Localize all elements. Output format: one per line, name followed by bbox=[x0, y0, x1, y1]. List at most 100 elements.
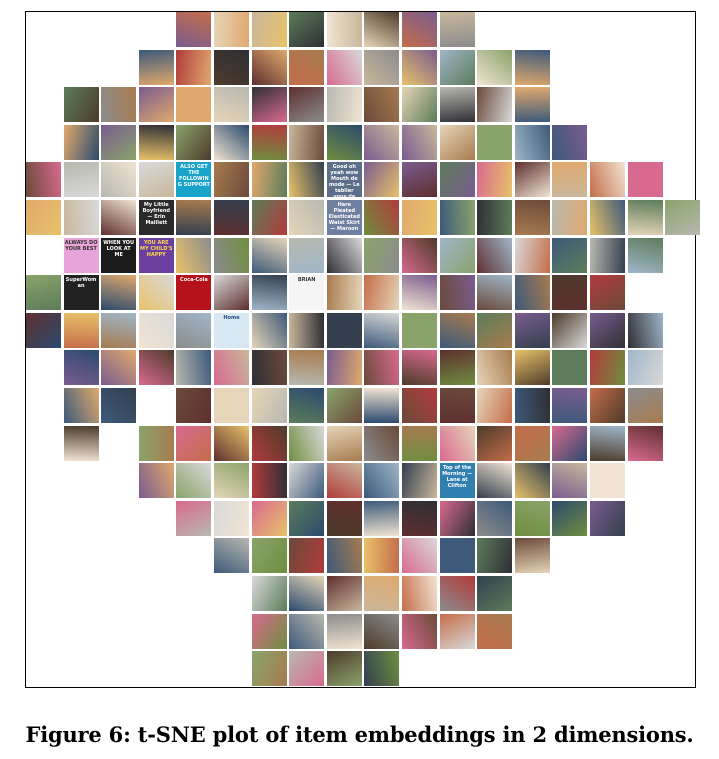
embedding-thumbnail bbox=[439, 312, 475, 348]
embedding-thumbnail bbox=[326, 12, 362, 47]
embedding-thumbnail bbox=[138, 425, 174, 461]
embedding-thumbnail bbox=[514, 49, 550, 85]
embedding-thumbnail bbox=[289, 162, 325, 198]
embedding-thumbnail bbox=[514, 350, 550, 386]
embedding-thumbnail bbox=[251, 237, 287, 273]
embedding-thumbnail bbox=[402, 425, 437, 461]
thumbnail-text: YOU ARE MY CHILD'S HAPPY bbox=[140, 239, 173, 258]
embedding-thumbnail bbox=[176, 200, 212, 235]
embedding-thumbnail bbox=[364, 312, 400, 348]
embedding-thumbnail bbox=[402, 12, 437, 47]
embedding-thumbnail bbox=[477, 388, 513, 423]
embedding-thumbnail bbox=[364, 425, 400, 461]
embedding-thumbnail bbox=[251, 350, 287, 386]
embedding-thumbnail bbox=[176, 237, 212, 273]
embedding-thumbnail bbox=[214, 162, 249, 198]
thumbnail-text: Good oh yeah wow Mouth de mode — Le tabl… bbox=[328, 164, 360, 198]
embedding-thumbnail bbox=[214, 275, 249, 311]
embedding-thumbnail bbox=[176, 87, 212, 123]
thumbnail-text: Coca-Cola bbox=[180, 277, 208, 284]
thumbnail-text: ALSO GET THE FOLLOWING SUPPORT bbox=[177, 164, 210, 189]
embedding-thumbnail: SuperWoman bbox=[63, 275, 99, 311]
embedding-thumbnail bbox=[326, 500, 362, 536]
embedding-thumbnail bbox=[552, 350, 588, 386]
embedding-thumbnail bbox=[514, 200, 550, 235]
embedding-thumbnail bbox=[176, 49, 212, 85]
embedding-thumbnail bbox=[326, 275, 362, 311]
embedding-thumbnail bbox=[439, 12, 475, 47]
embedding-thumbnail bbox=[326, 237, 362, 273]
embedding-thumbnail bbox=[590, 388, 625, 423]
embedding-thumbnail: Top of the Morning — Lane at Clifton bbox=[439, 463, 475, 499]
embedding-thumbnail bbox=[364, 388, 400, 423]
embedding-thumbnail bbox=[439, 237, 475, 273]
embedding-thumbnail bbox=[439, 162, 475, 198]
embedding-thumbnail bbox=[590, 237, 625, 273]
embedding-thumbnail bbox=[214, 49, 249, 85]
embedding-thumbnail bbox=[552, 237, 588, 273]
embedding-thumbnail: Coca-Cola bbox=[176, 275, 212, 311]
embedding-thumbnail bbox=[251, 500, 287, 536]
embedding-thumbnail bbox=[364, 162, 400, 198]
embedding-thumbnail bbox=[63, 200, 99, 235]
embedding-thumbnail: Hare Pleated Elasticated Waist Skirt — M… bbox=[326, 200, 362, 235]
embedding-thumbnail bbox=[251, 49, 287, 85]
thumbnail-text: WHEN YOU LOOK AT ME bbox=[103, 239, 135, 258]
embedding-thumbnail bbox=[402, 576, 437, 611]
embedding-thumbnail bbox=[439, 87, 475, 123]
embedding-thumbnail bbox=[402, 87, 437, 123]
embedding-thumbnail bbox=[590, 463, 625, 499]
embedding-thumbnail bbox=[364, 87, 400, 123]
embedding-thumbnail bbox=[627, 162, 663, 198]
embedding-thumbnail bbox=[514, 312, 550, 348]
embedding-thumbnail bbox=[176, 312, 212, 348]
embedding-thumbnail bbox=[477, 49, 513, 85]
embedding-thumbnail bbox=[101, 87, 137, 123]
embedding-thumbnail bbox=[402, 613, 437, 649]
embedding-thumbnail bbox=[138, 124, 174, 160]
embedding-thumbnail bbox=[289, 49, 325, 85]
embedding-thumbnail bbox=[176, 425, 212, 461]
embedding-thumbnail bbox=[101, 162, 137, 198]
embedding-thumbnail bbox=[364, 200, 400, 235]
embedding-thumbnail bbox=[477, 576, 513, 611]
embedding-thumbnail bbox=[439, 388, 475, 423]
embedding-thumbnail bbox=[552, 312, 588, 348]
embedding-thumbnail bbox=[289, 124, 325, 160]
embedding-thumbnail bbox=[439, 425, 475, 461]
embedding-thumbnail bbox=[214, 388, 249, 423]
embedding-thumbnail bbox=[477, 124, 513, 160]
embedding-thumbnail bbox=[477, 350, 513, 386]
embedding-thumbnail bbox=[402, 538, 437, 574]
embedding-thumbnail bbox=[439, 613, 475, 649]
embedding-thumbnail bbox=[326, 350, 362, 386]
embedding-thumbnail bbox=[326, 576, 362, 611]
embedding-thumbnail bbox=[627, 237, 663, 273]
embedding-thumbnail bbox=[627, 425, 663, 461]
embedding-thumbnail bbox=[251, 425, 287, 461]
embedding-thumbnail bbox=[251, 463, 287, 499]
embedding-thumbnail bbox=[552, 463, 588, 499]
embedding-thumbnail bbox=[514, 500, 550, 536]
embedding-thumbnail bbox=[364, 49, 400, 85]
embedding-thumbnail bbox=[326, 538, 362, 574]
embedding-thumbnail bbox=[439, 576, 475, 611]
embedding-thumbnail bbox=[63, 124, 99, 160]
embedding-thumbnail bbox=[477, 237, 513, 273]
embedding-thumbnail bbox=[289, 237, 325, 273]
embedding-thumbnail bbox=[552, 425, 588, 461]
embedding-thumbnail bbox=[138, 49, 174, 85]
thumbnail-text: Top of the Morning — Lane at Clifton bbox=[442, 465, 473, 490]
embedding-thumbnail bbox=[477, 500, 513, 536]
embedding-thumbnail bbox=[63, 312, 99, 348]
embedding-thumbnail bbox=[289, 538, 325, 574]
embedding-thumbnail bbox=[26, 275, 61, 311]
embedding-thumbnail: Good oh yeah wow Mouth de mode — Le tabl… bbox=[326, 162, 362, 198]
embedding-thumbnail bbox=[590, 350, 625, 386]
embedding-thumbnail bbox=[514, 425, 550, 461]
embedding-thumbnail bbox=[63, 425, 99, 461]
embedding-thumbnail bbox=[214, 350, 249, 386]
embedding-thumbnail bbox=[552, 162, 588, 198]
embedding-thumbnail bbox=[402, 275, 437, 311]
embedding-thumbnail bbox=[364, 500, 400, 536]
